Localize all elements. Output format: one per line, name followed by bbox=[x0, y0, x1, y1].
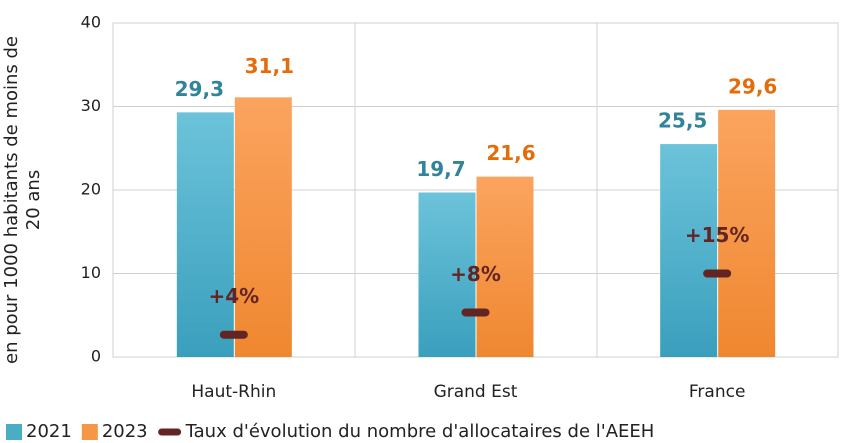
y-axis-title-line: 20 ans bbox=[23, 170, 44, 230]
rate-label: +15% bbox=[685, 223, 750, 247]
legend-label: 2023 bbox=[102, 421, 148, 442]
value-label: 31,1 bbox=[245, 54, 294, 78]
bar bbox=[476, 176, 534, 357]
y-tick-label: 30 bbox=[81, 96, 101, 115]
legend-label: Taux d'évolution du nombre d'allocataire… bbox=[185, 421, 655, 442]
bar bbox=[660, 144, 718, 357]
x-tick-label: France bbox=[689, 382, 746, 402]
y-axis-title: en pour 1000 habitants de moins de 20 an… bbox=[1, 36, 44, 364]
rate-label: +4% bbox=[208, 284, 259, 308]
value-label: 19,7 bbox=[416, 157, 465, 181]
value-label: 29,3 bbox=[175, 77, 224, 101]
value-label: 21,6 bbox=[486, 141, 535, 165]
legend-label: 2021 bbox=[26, 421, 72, 442]
x-tick-label: Grand Est bbox=[434, 382, 518, 402]
value-label: 25,5 bbox=[658, 109, 707, 133]
legend-swatch bbox=[6, 424, 22, 440]
bar bbox=[418, 192, 476, 357]
bar bbox=[718, 109, 776, 357]
value-label: 29,6 bbox=[728, 74, 777, 98]
bar bbox=[234, 97, 292, 357]
legend-swatch bbox=[81, 424, 98, 440]
y-tick-label: 0 bbox=[91, 347, 101, 366]
y-tick-label: 10 bbox=[81, 263, 101, 282]
x-tick-label: Haut-Rhin bbox=[191, 382, 276, 402]
rate-label: +8% bbox=[450, 262, 501, 286]
y-axis-title-line: en pour 1000 habitants de moins de bbox=[1, 36, 22, 364]
bar bbox=[176, 112, 234, 357]
y-tick-label: 20 bbox=[81, 180, 101, 199]
y-tick-label: 40 bbox=[81, 13, 101, 32]
